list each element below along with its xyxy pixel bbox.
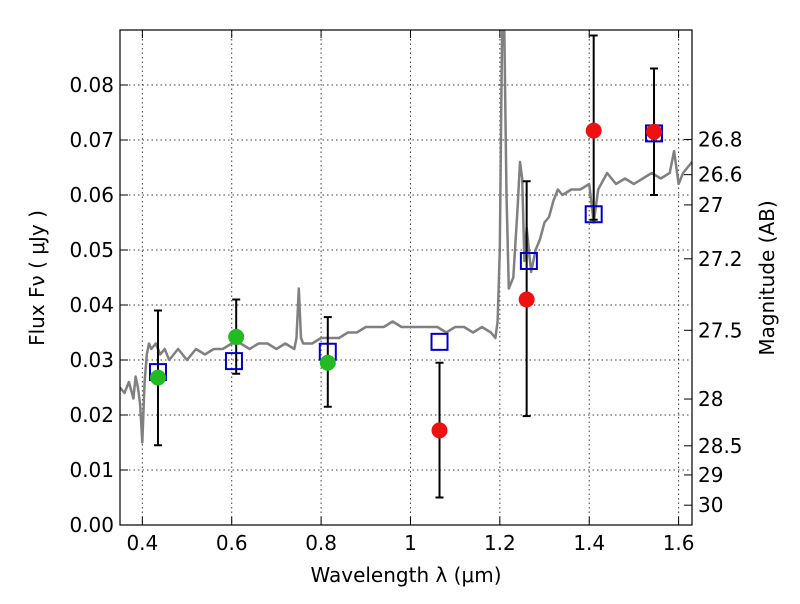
y-tick-label: 0.02 — [69, 403, 114, 427]
x-tick-label: 1.2 — [484, 531, 516, 555]
grid-lines — [120, 30, 692, 526]
y-axis-right-title: Magnitude (AB) — [755, 200, 779, 355]
y-tick-label: 0.06 — [69, 183, 114, 207]
y-right-tick-label: 28 — [698, 387, 723, 411]
y-tick-label: 0.07 — [69, 128, 114, 152]
y-right-tick-label: 27 — [698, 193, 723, 217]
model-spectrum-line — [120, 30, 692, 444]
y-right-tick-label: 26.8 — [698, 127, 743, 151]
y-tick-label: 0.03 — [69, 348, 114, 372]
y-right-tick-label: 26.6 — [698, 163, 743, 187]
x-tick-label: 0.6 — [216, 531, 248, 555]
y-tick-label: 0.08 — [69, 73, 114, 97]
y-right-tick-label: 27.5 — [698, 318, 743, 342]
y-tick-label: 0.00 — [69, 513, 114, 537]
y-tick-label: 0.05 — [69, 238, 114, 262]
y-right-tick-label: 30 — [698, 493, 723, 517]
plot-frame — [119, 29, 693, 526]
y-right-tick-label: 28.5 — [698, 434, 743, 458]
plot-area — [120, 30, 692, 499]
x-tick-label: 0.4 — [126, 531, 158, 555]
y-right-tick-label: 27.2 — [698, 247, 743, 271]
square-marker — [430, 332, 449, 351]
y-right-tick-label: 29 — [698, 463, 723, 487]
circle-marker — [585, 122, 602, 139]
x-tick-label: 1 — [404, 531, 417, 555]
y-tick-label: 0.04 — [69, 293, 114, 317]
square-marker — [224, 352, 243, 371]
circle-marker — [149, 369, 166, 386]
circle-marker — [646, 123, 663, 140]
axis-ticks: 0.4 0.6 0.8 1 1.2 1.4 1.6 0.00 0.01 0.02 0.03 0.04 0… — [69, 30, 743, 555]
circle-marker — [431, 422, 448, 439]
circle-marker — [228, 328, 245, 345]
x-tick-label: 1.6 — [663, 531, 695, 555]
x-tick-label: 1.4 — [573, 531, 605, 555]
circle-marker — [319, 354, 336, 371]
y-tick-label: 0.01 — [69, 458, 114, 482]
x-tick-label: 0.8 — [305, 531, 337, 555]
circle-marker — [518, 291, 535, 308]
square-marker — [519, 252, 538, 270]
x-axis-title: Wavelength λ (μm) — [310, 563, 501, 587]
square-marker — [584, 205, 603, 224]
y-axis-title: Flux Fν ( μJy ) — [25, 210, 49, 346]
